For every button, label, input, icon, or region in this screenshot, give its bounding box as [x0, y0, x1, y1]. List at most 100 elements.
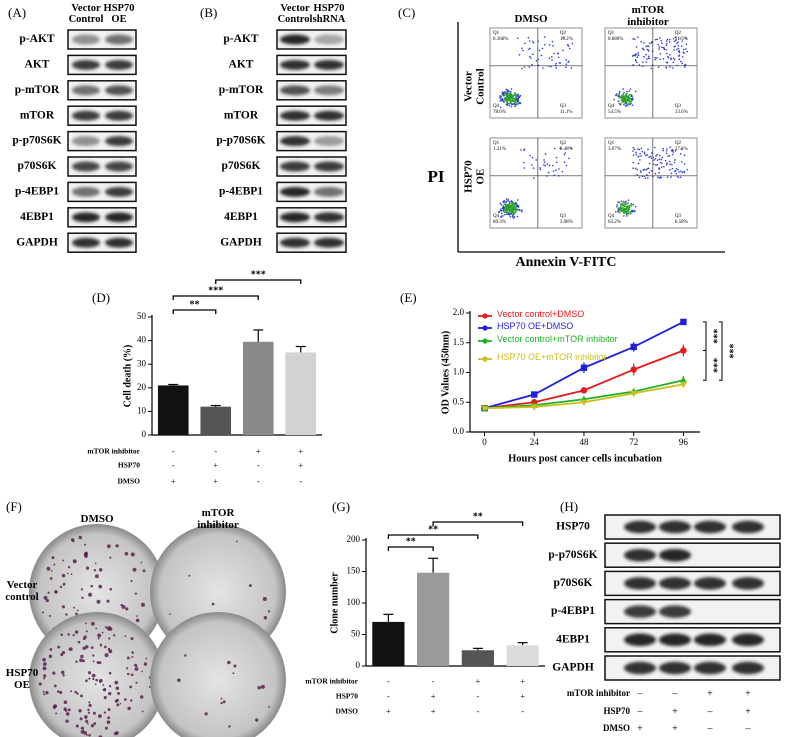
- quadrant-percent: 31.3%: [675, 37, 688, 42]
- event-dot: [678, 171, 680, 173]
- event-dot: [637, 162, 640, 165]
- event-dot: [669, 53, 671, 56]
- colony: [47, 591, 50, 594]
- event-dot: [633, 38, 636, 40]
- x-tick-label: 48: [579, 437, 589, 447]
- column-header: Vector Control: [277, 3, 313, 26]
- event-dot: [634, 53, 637, 55]
- colony: [94, 562, 97, 565]
- event-dot: [623, 207, 626, 210]
- event-dot: [632, 154, 635, 157]
- band: [280, 161, 310, 172]
- event-dot: [627, 199, 630, 201]
- colony: [106, 599, 110, 603]
- event-dot: [681, 171, 684, 174]
- event-dot: [498, 211, 500, 213]
- event-dot: [634, 167, 637, 170]
- event-dot: [559, 147, 561, 150]
- event-dot: [540, 54, 543, 57]
- band: [732, 520, 764, 534]
- event-dot: [516, 199, 519, 201]
- event-dot: [516, 204, 518, 207]
- row-label: HSP70 OE: [5, 667, 39, 691]
- row-label: mTOR: [224, 109, 259, 121]
- row-label: p-4EBP1: [551, 605, 595, 617]
- event-dot: [501, 99, 504, 102]
- event-dot: [557, 56, 560, 59]
- condition-sign: +: [213, 460, 218, 470]
- event-dot: [542, 67, 544, 69]
- condition-sign: -: [432, 676, 435, 686]
- event-dot: [656, 153, 658, 156]
- quadrant-percent: 0.166%: [493, 37, 508, 42]
- event-dot: [639, 170, 642, 172]
- band: [105, 161, 133, 172]
- event-dot: [671, 163, 673, 166]
- colony: [235, 540, 238, 543]
- event-dot: [623, 100, 625, 103]
- x-tick-label: 96: [679, 437, 689, 447]
- condition-sign: +: [475, 676, 480, 686]
- colony: [220, 701, 223, 705]
- band: [314, 237, 344, 248]
- legend-marker: [482, 338, 488, 344]
- event-dot: [510, 209, 513, 211]
- event-dot: [543, 159, 545, 161]
- event-dot: [561, 170, 564, 173]
- event-dot: [685, 37, 687, 39]
- y-tick-label: 2.0: [453, 307, 465, 317]
- event-dot: [632, 203, 635, 206]
- band: [732, 577, 764, 590]
- event-dot: [673, 58, 676, 61]
- band: [624, 605, 656, 618]
- condition-sign: +: [707, 688, 713, 699]
- event-dot: [631, 55, 634, 57]
- event-dot: [636, 174, 638, 176]
- event-dot: [624, 209, 627, 212]
- event-dot: [682, 51, 685, 54]
- event-dot: [510, 213, 512, 215]
- colony: [61, 670, 65, 675]
- row-label: p-AKT: [19, 33, 54, 45]
- event-dot: [674, 36, 677, 38]
- event-dot: [632, 64, 634, 66]
- event-dot: [616, 205, 618, 208]
- event-dot: [555, 169, 557, 171]
- colony: [59, 691, 62, 694]
- event-dot: [669, 66, 671, 68]
- condition-sign: -: [521, 706, 524, 716]
- quadrant-percent: 63.2%: [608, 220, 621, 225]
- y-axis-title: OD Values (450nm): [440, 331, 451, 414]
- significance-label: ***: [251, 269, 266, 280]
- quadrant-percent: 6.58%: [675, 220, 688, 225]
- event-dot: [665, 150, 668, 152]
- colony: [98, 568, 103, 572]
- event-dot: [628, 93, 631, 96]
- significance-label: **: [428, 524, 438, 535]
- condition-sign: –: [637, 688, 644, 699]
- quadrant-name: Q3: [675, 214, 682, 219]
- condition-sign: -: [172, 446, 175, 456]
- event-dot: [659, 154, 661, 157]
- event-dot: [620, 210, 623, 212]
- event-dot: [669, 163, 671, 165]
- event-dot: [510, 103, 513, 106]
- x-tick-label: 72: [629, 437, 638, 447]
- event-dot: [543, 164, 545, 166]
- band: [314, 59, 344, 70]
- event-dot: [663, 165, 665, 168]
- event-dot: [645, 169, 647, 171]
- event-dot: [550, 65, 552, 68]
- colony: [88, 703, 92, 708]
- colony: [46, 566, 51, 571]
- band: [624, 548, 656, 562]
- quadrant-percent: 10.2%: [560, 37, 573, 42]
- colony: [104, 645, 107, 649]
- event-dot: [530, 57, 532, 59]
- event-dot: [619, 205, 622, 207]
- event-dot: [531, 40, 534, 43]
- colony: [87, 671, 92, 675]
- event-dot: [528, 48, 530, 51]
- event-dot: [658, 158, 661, 160]
- colony: [84, 543, 86, 546]
